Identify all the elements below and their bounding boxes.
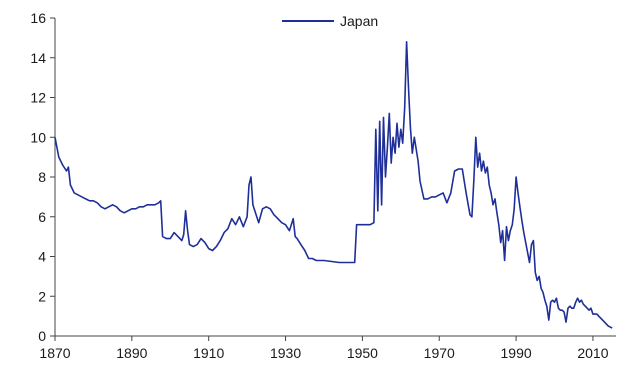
legend: Japan [282,13,378,29]
y-tick-label: 6 [38,209,46,225]
y-tick-label: 12 [30,90,46,106]
x-axis-tick-labels: 1870 1890 1910 1930 1950 1970 1990 2010 [39,345,608,361]
x-tick-label: 1890 [116,345,147,361]
y-axis-tick-labels: 0 2 4 6 8 10 12 14 16 [30,10,46,344]
y-tick-label: 0 [38,328,46,344]
y-tick-label: 8 [38,169,46,185]
x-tick-label: 1990 [501,345,532,361]
y-tick-label: 14 [30,50,46,66]
y-tick-label: 4 [38,249,46,265]
x-tick-label: 2010 [577,345,608,361]
x-tick-label: 1930 [270,345,301,361]
series-group [54,41,613,329]
x-tick-label: 1970 [424,345,455,361]
y-tick-label: 2 [38,288,46,304]
x-tick-label: 1870 [39,345,70,361]
series-line-japan [54,41,613,329]
y-tick-label: 16 [30,10,46,26]
x-tick-label: 1950 [347,345,378,361]
axes [50,17,616,341]
y-tick-label: 10 [30,129,46,145]
x-tick-label: 1910 [193,345,224,361]
legend-label-japan: Japan [340,13,378,29]
